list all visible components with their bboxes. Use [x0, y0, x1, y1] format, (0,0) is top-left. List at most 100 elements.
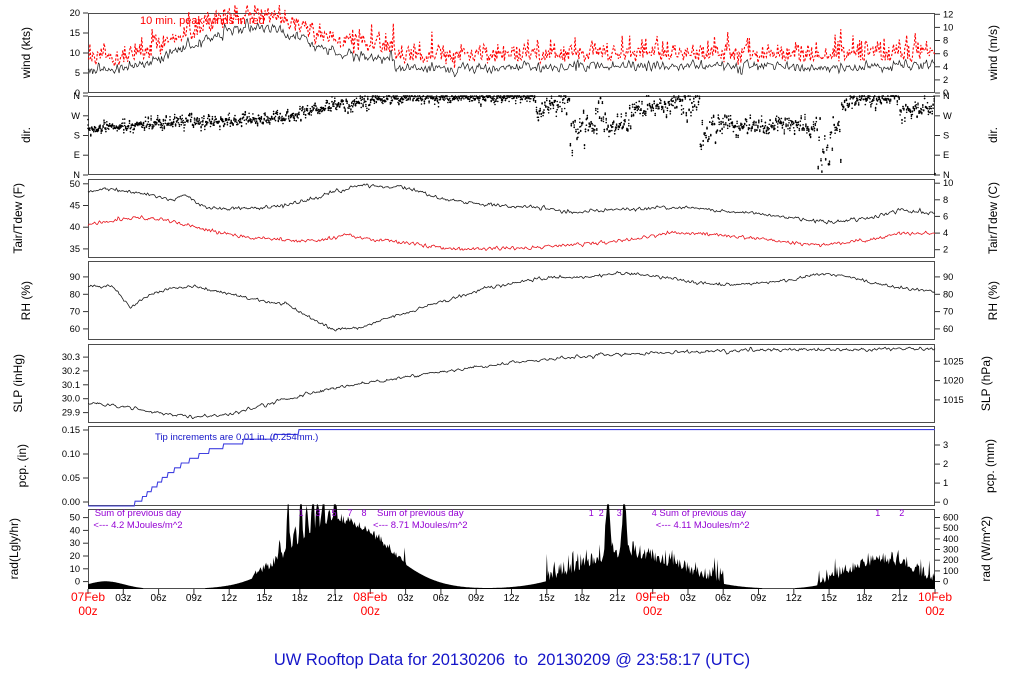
svg-text:3: 3 — [315, 508, 320, 518]
svg-text:00z: 00z — [361, 604, 380, 618]
svg-text:0: 0 — [943, 497, 948, 507]
svg-text:10: 10 — [70, 48, 80, 58]
svg-text:3: 3 — [943, 440, 948, 450]
svg-text:1025: 1025 — [943, 356, 964, 366]
svg-text:8: 8 — [361, 508, 366, 518]
svg-text:0.10: 0.10 — [62, 449, 80, 459]
svg-text:21z: 21z — [327, 593, 343, 604]
svg-text:10 min. peak winds in red: 10 min. peak winds in red — [140, 15, 265, 27]
svg-text:2: 2 — [943, 459, 948, 469]
svg-text:50: 50 — [70, 179, 80, 189]
svg-text:W: W — [943, 111, 952, 121]
svg-text:0.15: 0.15 — [62, 425, 80, 435]
svg-text:21z: 21z — [892, 593, 908, 604]
svg-text:07Feb: 07Feb — [71, 590, 105, 604]
svg-text:1: 1 — [589, 508, 594, 518]
svg-text:8: 8 — [943, 36, 948, 46]
svg-text:90: 90 — [943, 272, 953, 282]
svg-text:100: 100 — [943, 566, 959, 576]
svg-text:10: 10 — [70, 564, 80, 574]
svg-text:300: 300 — [943, 545, 959, 555]
svg-text:1: 1 — [298, 508, 303, 518]
svg-text:80: 80 — [70, 289, 80, 299]
svg-text:N: N — [73, 170, 80, 180]
svg-text:12: 12 — [943, 9, 953, 19]
svg-text:00z: 00z — [925, 604, 944, 618]
svg-text:80: 80 — [943, 289, 953, 299]
svg-text:600: 600 — [943, 513, 959, 523]
svg-text:<--- 8.71 MJoules/m^2: <--- 8.71 MJoules/m^2 — [373, 520, 467, 531]
svg-text:12z: 12z — [503, 593, 519, 604]
svg-text:09z: 09z — [186, 593, 202, 604]
svg-text:E: E — [943, 150, 949, 160]
svg-text:0: 0 — [75, 577, 80, 587]
svg-text:15z: 15z — [821, 593, 837, 604]
svg-text:06z: 06z — [151, 593, 167, 604]
svg-text:0: 0 — [943, 577, 948, 587]
svg-text:2: 2 — [943, 245, 948, 255]
svg-text:60: 60 — [943, 324, 953, 334]
svg-text:500: 500 — [943, 523, 959, 533]
svg-text:1: 1 — [943, 478, 948, 488]
svg-text:20: 20 — [70, 8, 80, 18]
svg-text:N: N — [73, 91, 80, 101]
svg-text:S: S — [943, 131, 949, 141]
svg-text:2: 2 — [599, 508, 604, 518]
svg-text:40: 40 — [70, 525, 80, 535]
svg-text:29.9: 29.9 — [62, 408, 80, 418]
svg-text:N: N — [943, 170, 950, 180]
svg-text:Sum of previous day: Sum of previous day — [95, 508, 182, 519]
svg-text:03z: 03z — [398, 593, 414, 604]
svg-text:4: 4 — [652, 508, 657, 518]
svg-text:5: 5 — [331, 508, 336, 518]
svg-text:03z: 03z — [680, 593, 696, 604]
svg-text:15z: 15z — [256, 593, 272, 604]
svg-text:S: S — [74, 131, 80, 141]
svg-text:00z: 00z — [643, 604, 662, 618]
svg-text:4: 4 — [943, 62, 948, 72]
svg-text:<--- 4.11 MJoules/m^2: <--- 4.11 MJoules/m^2 — [656, 520, 750, 531]
svg-text:Sum of previous day: Sum of previous day — [659, 508, 746, 519]
svg-text:6: 6 — [943, 49, 948, 59]
svg-text:70: 70 — [70, 307, 80, 317]
svg-text:7: 7 — [347, 508, 352, 518]
svg-text:10: 10 — [943, 22, 953, 32]
svg-text:<--- 4.2 MJoules/m^2: <--- 4.2 MJoules/m^2 — [93, 520, 182, 531]
svg-text:09Feb: 09Feb — [636, 590, 670, 604]
svg-text:90: 90 — [70, 272, 80, 282]
svg-text:20: 20 — [70, 551, 80, 561]
svg-text:12z: 12z — [786, 593, 802, 604]
svg-text:8: 8 — [943, 195, 948, 205]
svg-text:15z: 15z — [539, 593, 555, 604]
svg-text:21z: 21z — [609, 593, 625, 604]
svg-text:Sum of previous day: Sum of previous day — [377, 508, 464, 519]
svg-text:40: 40 — [70, 222, 80, 232]
svg-text:70: 70 — [943, 307, 953, 317]
svg-text:35: 35 — [70, 244, 80, 254]
svg-text:6: 6 — [943, 211, 948, 221]
svg-text:18z: 18z — [292, 593, 308, 604]
svg-text:1020: 1020 — [943, 376, 964, 386]
svg-text:10Feb: 10Feb — [918, 590, 952, 604]
svg-text:30.1: 30.1 — [62, 380, 80, 390]
svg-text:06z: 06z — [433, 593, 449, 604]
svg-text:0.05: 0.05 — [62, 473, 80, 483]
svg-text:15: 15 — [70, 28, 80, 38]
svg-text:45: 45 — [70, 201, 80, 211]
svg-text:30.2: 30.2 — [62, 366, 80, 376]
svg-text:30.0: 30.0 — [62, 394, 80, 404]
svg-text:W: W — [71, 111, 80, 121]
svg-text:2: 2 — [899, 508, 904, 518]
svg-text:03z: 03z — [115, 593, 131, 604]
svg-text:E: E — [74, 150, 80, 160]
svg-text:06z: 06z — [715, 593, 731, 604]
svg-text:60: 60 — [70, 324, 80, 334]
svg-text:18z: 18z — [574, 593, 590, 604]
svg-text:30.3: 30.3 — [62, 352, 80, 362]
svg-text:09z: 09z — [468, 593, 484, 604]
svg-text:50: 50 — [70, 513, 80, 523]
svg-text:09z: 09z — [750, 593, 766, 604]
svg-text:00z: 00z — [78, 604, 97, 618]
svg-text:18z: 18z — [856, 593, 872, 604]
svg-text:12z: 12z — [221, 593, 237, 604]
